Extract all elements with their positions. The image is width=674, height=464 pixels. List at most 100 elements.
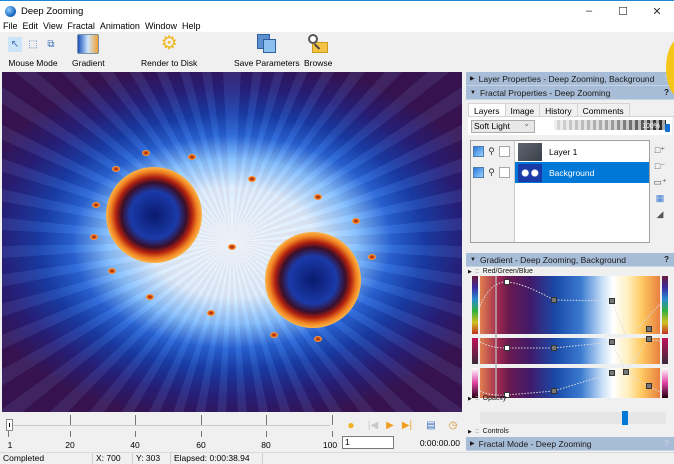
menu-animation[interactable]: Animation: [99, 21, 140, 31]
gradient-node[interactable]: [646, 326, 652, 332]
gradient-node[interactable]: [504, 392, 510, 398]
first-frame-button[interactable]: |◀: [367, 419, 379, 431]
layer-thumbnail: [518, 142, 542, 161]
tick-label: 60: [196, 440, 206, 450]
gradient-node[interactable]: [646, 336, 652, 342]
layer-opacity-slider[interactable]: 100%: [554, 120, 666, 130]
fractal-minibrot-left: [106, 167, 202, 263]
tick-label: 80: [261, 440, 271, 450]
gradient-node[interactable]: [609, 370, 615, 376]
overlay-badge: [666, 38, 674, 98]
layer-mask-icon[interactable]: ◢: [656, 208, 664, 219]
menu-bar: File Edit View Fractal Animation Window …: [0, 20, 674, 32]
help-icon[interactable]: ?: [664, 439, 669, 448]
last-frame-button[interactable]: ▶|: [401, 419, 413, 431]
menu-window[interactable]: Window: [144, 21, 177, 31]
zoom-rect-icon[interactable]: ⧉: [47, 38, 55, 50]
frame-input[interactable]: 1: [342, 436, 394, 449]
properties-tabs: Layers Image History Comments: [468, 103, 674, 117]
record-keyframe-button[interactable]: ●: [347, 418, 355, 432]
fractal-mode-header[interactable]: ▶ Fractal Mode - Deep Zooming ?: [466, 437, 674, 451]
save-parameters-icon: [256, 34, 277, 54]
menu-view[interactable]: View: [43, 21, 63, 31]
green-channel-curve[interactable]: [480, 338, 660, 364]
layer-zoom-icon[interactable]: ⚲: [488, 146, 495, 156]
add-layer-icon[interactable]: □⁺: [654, 144, 666, 155]
play-button[interactable]: ▶: [386, 419, 394, 431]
save-parameters-button[interactable]: Save Parameters: [234, 34, 300, 68]
gradient-opacity-thumb[interactable]: [622, 411, 628, 425]
tab-image[interactable]: Image: [504, 103, 541, 116]
window-title: Deep Zooming: [21, 5, 84, 17]
gradient-node[interactable]: [504, 345, 510, 351]
gradient-node[interactable]: [504, 279, 510, 285]
browse-button[interactable]: Browse: [304, 34, 332, 68]
tick-label: 1: [7, 440, 13, 450]
blue-channel-curve[interactable]: [480, 368, 660, 398]
gradient-node[interactable]: [551, 388, 557, 394]
menu-help[interactable]: Help: [181, 21, 201, 31]
blend-mode-select[interactable]: Soft Light: [471, 118, 535, 133]
layer-visible-icon[interactable]: [473, 167, 484, 178]
layer-tools: □⁺ □⁻ ▭⁺ ▦ ◢: [653, 144, 668, 224]
pointer-icon[interactable]: ↖: [8, 36, 22, 52]
gradient-node[interactable]: [609, 339, 615, 345]
tab-layers[interactable]: Layers: [468, 103, 506, 116]
gradient-node[interactable]: [609, 298, 615, 304]
layer-image-icon[interactable]: ▦: [655, 192, 665, 203]
minimize-button[interactable]: –: [585, 5, 593, 17]
layer-checkbox[interactable]: [499, 146, 510, 157]
layers-list: ⚲ ⚲ Layer 1 Background: [470, 140, 650, 243]
layer-zoom-icon[interactable]: ⚲: [488, 167, 495, 177]
animation-settings-icon[interactable]: ▤: [426, 419, 436, 431]
toolbar: ↖ ⬚ ⧉ Mouse Mode Gradient ⚙ Render to Di…: [0, 32, 674, 72]
fractal-minibrot-right: [265, 232, 361, 328]
frame-slider-track[interactable]: [8, 425, 330, 426]
tick-label: 40: [130, 440, 140, 450]
opacity-handle[interactable]: [665, 124, 670, 132]
maximize-button[interactable]: ☐: [618, 5, 628, 18]
menu-fractal[interactable]: Fractal: [67, 21, 95, 31]
remove-layer-icon[interactable]: □⁻: [654, 160, 666, 171]
keyframe-list-icon[interactable]: ◷: [448, 419, 458, 431]
controls-toggle[interactable]: ▶:::: Controls: [468, 428, 509, 435]
animation-timeline: 1 20 40 60 80 100 ● |◀ ▶ ▶| ▤ ◷ 1 0:00:0…: [2, 413, 462, 452]
tab-history[interactable]: History: [539, 103, 578, 116]
opacity-value: 100%: [642, 123, 660, 130]
gradient-button[interactable]: Gradient: [72, 34, 105, 68]
gradient-editor[interactable]: [466, 276, 674, 401]
frame-slider-thumb[interactable]: [6, 419, 13, 431]
layer-checkbox[interactable]: [499, 167, 510, 178]
gradient-opacity-slider[interactable]: [480, 411, 666, 425]
title-bar: Deep Zooming – ☐ ✕: [0, 0, 674, 21]
close-button[interactable]: ✕: [652, 5, 662, 18]
menu-edit[interactable]: Edit: [22, 21, 39, 31]
gradient-node[interactable]: [551, 297, 557, 303]
rgb-channel-toggle[interactable]: ▶:::: Red/Green/Blue: [468, 268, 533, 275]
layer-visible-icon[interactable]: [473, 146, 484, 157]
gradient-icon: [77, 34, 100, 54]
fractal-properties-header[interactable]: ▼ Fractal Properties - Deep Zooming ?: [466, 86, 674, 100]
browse-folder-icon: [307, 34, 329, 54]
add-group-icon[interactable]: ▭⁺: [653, 176, 667, 187]
layer-row-layer-1[interactable]: Layer 1: [515, 141, 649, 162]
render-to-disk-button[interactable]: ⚙ Render to Disk: [141, 33, 198, 69]
gradient-node[interactable]: [623, 369, 629, 375]
layer-properties-header[interactable]: ▶ Layer Properties - Deep Zooming, Backgr…: [466, 72, 674, 86]
gradient-node[interactable]: [551, 345, 557, 351]
fractal-canvas[interactable]: [2, 72, 462, 412]
tab-comments[interactable]: Comments: [576, 103, 630, 116]
layer-thumbnail: [518, 163, 542, 182]
red-channel-curve[interactable]: [480, 276, 660, 334]
gradient-header[interactable]: ▼ Gradient - Deep Zooming, Background ?: [466, 253, 674, 267]
status-x: X: 700: [93, 453, 133, 464]
menu-file[interactable]: File: [3, 21, 18, 31]
layer-row-background[interactable]: Background: [515, 162, 649, 183]
opacity-channel-toggle[interactable]: ▶:::: Opacity: [468, 395, 507, 402]
help-icon[interactable]: ?: [664, 255, 669, 264]
gradient-node[interactable]: [646, 383, 652, 389]
help-icon[interactable]: ?: [664, 88, 669, 97]
gear-icon: ⚙: [160, 33, 178, 54]
select-rect-icon[interactable]: ⬚: [28, 38, 38, 50]
time-display: 0:00:00.00: [419, 438, 460, 448]
